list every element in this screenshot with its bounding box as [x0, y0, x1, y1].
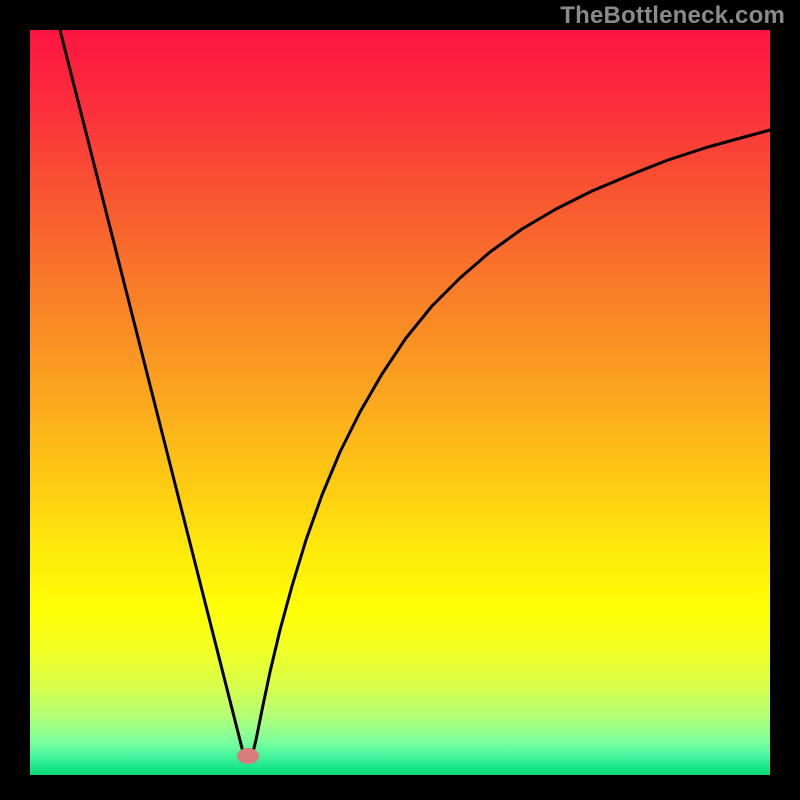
- watermark-text: TheBottleneck.com: [560, 2, 785, 30]
- bottleneck-curve: [0, 0, 800, 800]
- curve-right-segment: [252, 130, 770, 756]
- curve-left-segment: [60, 30, 244, 756]
- optimum-marker: [237, 748, 259, 764]
